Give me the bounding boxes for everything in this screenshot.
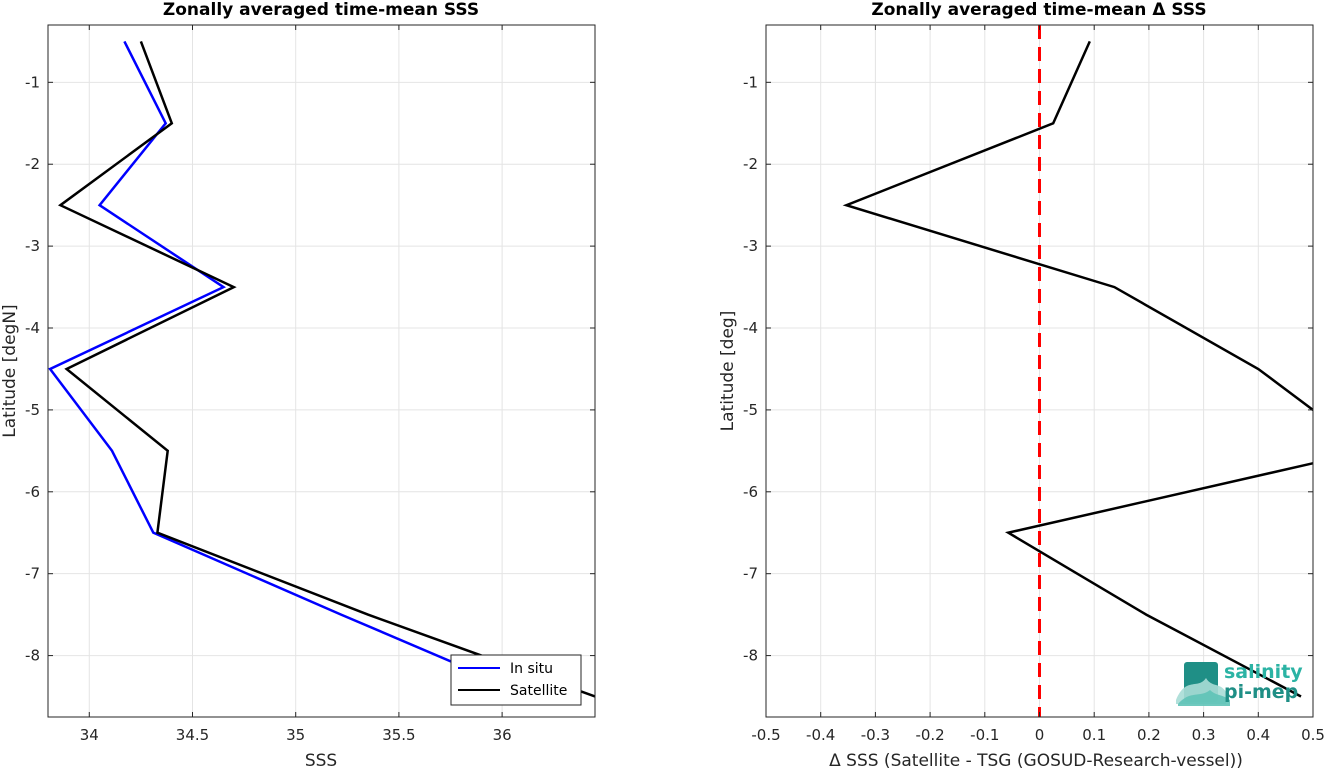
right-y-tick-label: -3	[743, 237, 758, 255]
right-y-tick-label: -1	[743, 73, 758, 91]
left-x-axis-label: SSS	[305, 751, 337, 769]
left-y-tick-label: -1	[25, 73, 40, 91]
legend-label-satellite: Satellite	[510, 683, 567, 699]
right-series-line-series-0	[842, 40, 1313, 698]
right-x-tick-label: 0.5	[1301, 726, 1325, 744]
right-x-axis-label: Δ SSS (Satellite - TSG (GOSUD-Research-v…	[829, 751, 1243, 769]
right-chart-title: Zonally averaged time-mean Δ SSS	[871, 0, 1206, 20]
left-y-axis-label: Latitude [degN]	[0, 304, 20, 437]
left-x-tick-label: 35.5	[382, 726, 415, 744]
left-x-tick-label: 34.5	[176, 726, 209, 744]
left-x-tick-label: 34	[80, 726, 99, 744]
right-x-tick-label: 0.2	[1137, 726, 1161, 744]
right-x-tick-label: -0.2	[915, 726, 944, 744]
right-x-tick-label: 0.1	[1082, 726, 1106, 744]
left-y-tick-label: -7	[25, 565, 40, 583]
right-x-tick-label: -0.4	[806, 726, 835, 744]
left-y-tick-label: -3	[25, 237, 40, 255]
right-series-group	[842, 25, 1313, 717]
logo-text-pi-mep: pi-mep	[1224, 681, 1298, 703]
left-legend: In situ Satellite	[450, 654, 582, 706]
right-x-tick-label: -0.1	[970, 726, 999, 744]
right-axes: -0.5 -0.4 -0.3 -0.2 -0.1 0 0.1 0.2 0.3 0.4 0.5 -1 -2…	[718, 0, 1325, 769]
left-x-tick-label: 36	[493, 726, 512, 744]
wave-logo-icon	[1176, 662, 1230, 706]
left-y-tick-label: -5	[25, 401, 40, 419]
right-x-tick-label: 0.3	[1192, 726, 1216, 744]
left-series-line-in-situ	[48, 40, 534, 698]
right-y-tick-label: -5	[743, 401, 758, 419]
left-series-line-satellite	[57, 40, 595, 698]
right-y-axis-label: Latitude [deg]	[718, 311, 738, 432]
left-y-tick-label: -6	[25, 483, 40, 501]
left-y-tick-label: -4	[25, 319, 40, 337]
legend-box	[450, 654, 582, 706]
right-y-tick-label: -4	[743, 319, 758, 337]
left-series-group	[48, 40, 595, 698]
legend-label-in-situ: In situ	[510, 661, 553, 677]
logo-text-salinity: salinity	[1224, 661, 1303, 683]
left-x-tick-label: 35	[286, 726, 305, 744]
left-axes-box	[47, 24, 596, 718]
right-x-tick-label: 0	[1035, 726, 1045, 744]
left-y-tick-label: -2	[25, 155, 40, 173]
left-axes: 34 34.5 35 35.5 36 -1 -2 -3 -4 -5 -6 -7 -8 Zonally a…	[0, 0, 596, 769]
right-y-tick-label: -2	[743, 155, 758, 173]
right-y-tick-label: -6	[743, 483, 758, 501]
left-y-tick-label: -8	[25, 647, 40, 665]
right-x-tick-label: -0.5	[751, 726, 780, 744]
right-ticks: -0.5 -0.4 -0.3 -0.2 -0.1 0 0.1 0.2 0.3 0.4 0.5 -1 -2…	[743, 25, 1325, 744]
left-ticks: 34 34.5 35 35.5 36 -1 -2 -3 -4 -5 -6 -7 -8	[25, 25, 595, 744]
right-y-tick-label: -8	[743, 647, 758, 665]
left-plot-area	[48, 25, 595, 717]
right-y-tick-label: -7	[743, 565, 758, 583]
right-x-tick-label: 0.4	[1246, 726, 1270, 744]
right-x-tick-label: -0.3	[861, 726, 890, 744]
left-chart-title: Zonally averaged time-mean SSS	[163, 0, 479, 20]
salinity-pi-mep-logo: salinity pi-mep	[1176, 661, 1303, 706]
